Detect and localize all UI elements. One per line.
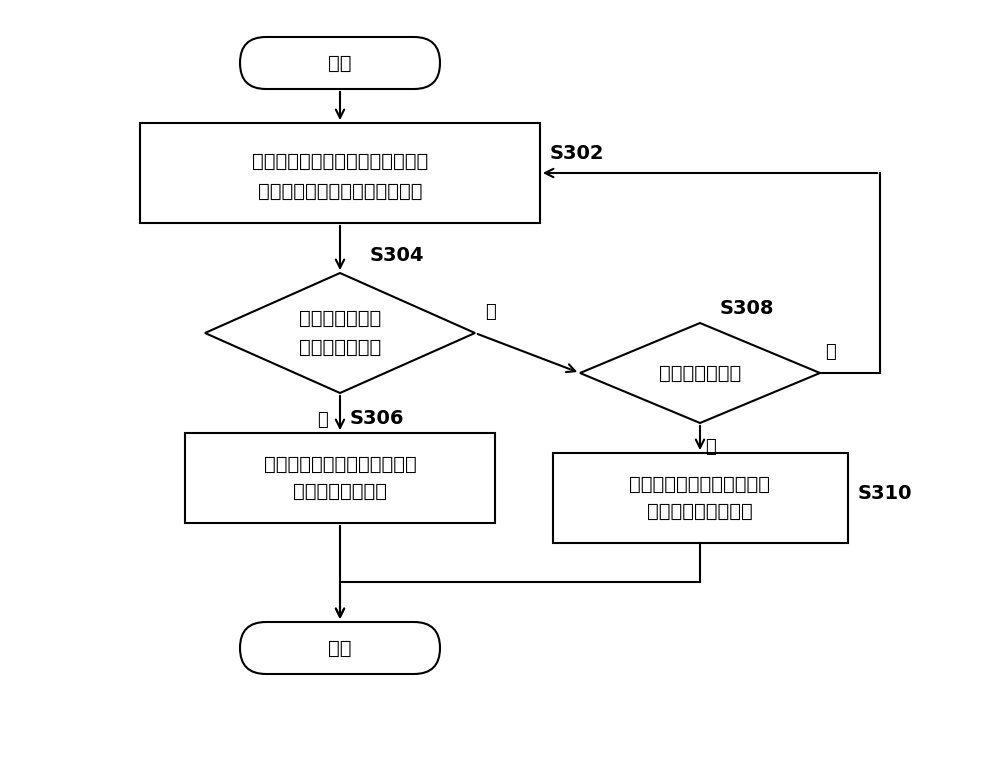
Text: 整体呼叫成功率: 整体呼叫成功率 <box>299 309 381 328</box>
Text: 备用节点进行接续: 备用节点进行接续 <box>293 482 387 501</box>
Text: 开始: 开始 <box>328 53 352 72</box>
Text: S306: S306 <box>350 409 404 428</box>
Text: S304: S304 <box>370 246 424 265</box>
Text: S302: S302 <box>550 143 604 163</box>
FancyBboxPatch shape <box>240 622 440 674</box>
Text: 满足切换条件？: 满足切换条件？ <box>299 338 381 357</box>
Text: 将主用节点的呼叫全部切换到: 将主用节点的呼叫全部切换到 <box>264 455 416 474</box>
Polygon shape <box>205 273 475 393</box>
Polygon shape <box>580 323 820 423</box>
FancyBboxPatch shape <box>240 37 440 89</box>
Text: 结束: 结束 <box>328 639 352 658</box>
Text: S310: S310 <box>858 484 912 503</box>
Text: S308: S308 <box>720 299 774 318</box>
FancyBboxPatch shape <box>140 123 540 223</box>
Text: 到备用节点进行接续: 到备用节点进行接续 <box>647 502 753 521</box>
FancyBboxPatch shape <box>185 433 495 523</box>
Text: 是: 是 <box>317 411 327 429</box>
Text: 否: 否 <box>485 303 496 321</box>
Text: 将呼叫失败的个体呼叫切换: 将呼叫失败的个体呼叫切换 <box>630 475 770 494</box>
Text: 否: 否 <box>825 343 836 361</box>
FancyBboxPatch shape <box>552 453 848 543</box>
Text: 对进入呼叫流程中主用节点的呼叫: 对进入呼叫流程中主用节点的呼叫 <box>252 152 428 170</box>
Text: 是: 是 <box>705 438 715 456</box>
Text: 进行采样分析，得到呼叫成功率: 进行采样分析，得到呼叫成功率 <box>258 182 422 201</box>
Text: 个体呼叫失败？: 个体呼叫失败？ <box>659 363 741 382</box>
